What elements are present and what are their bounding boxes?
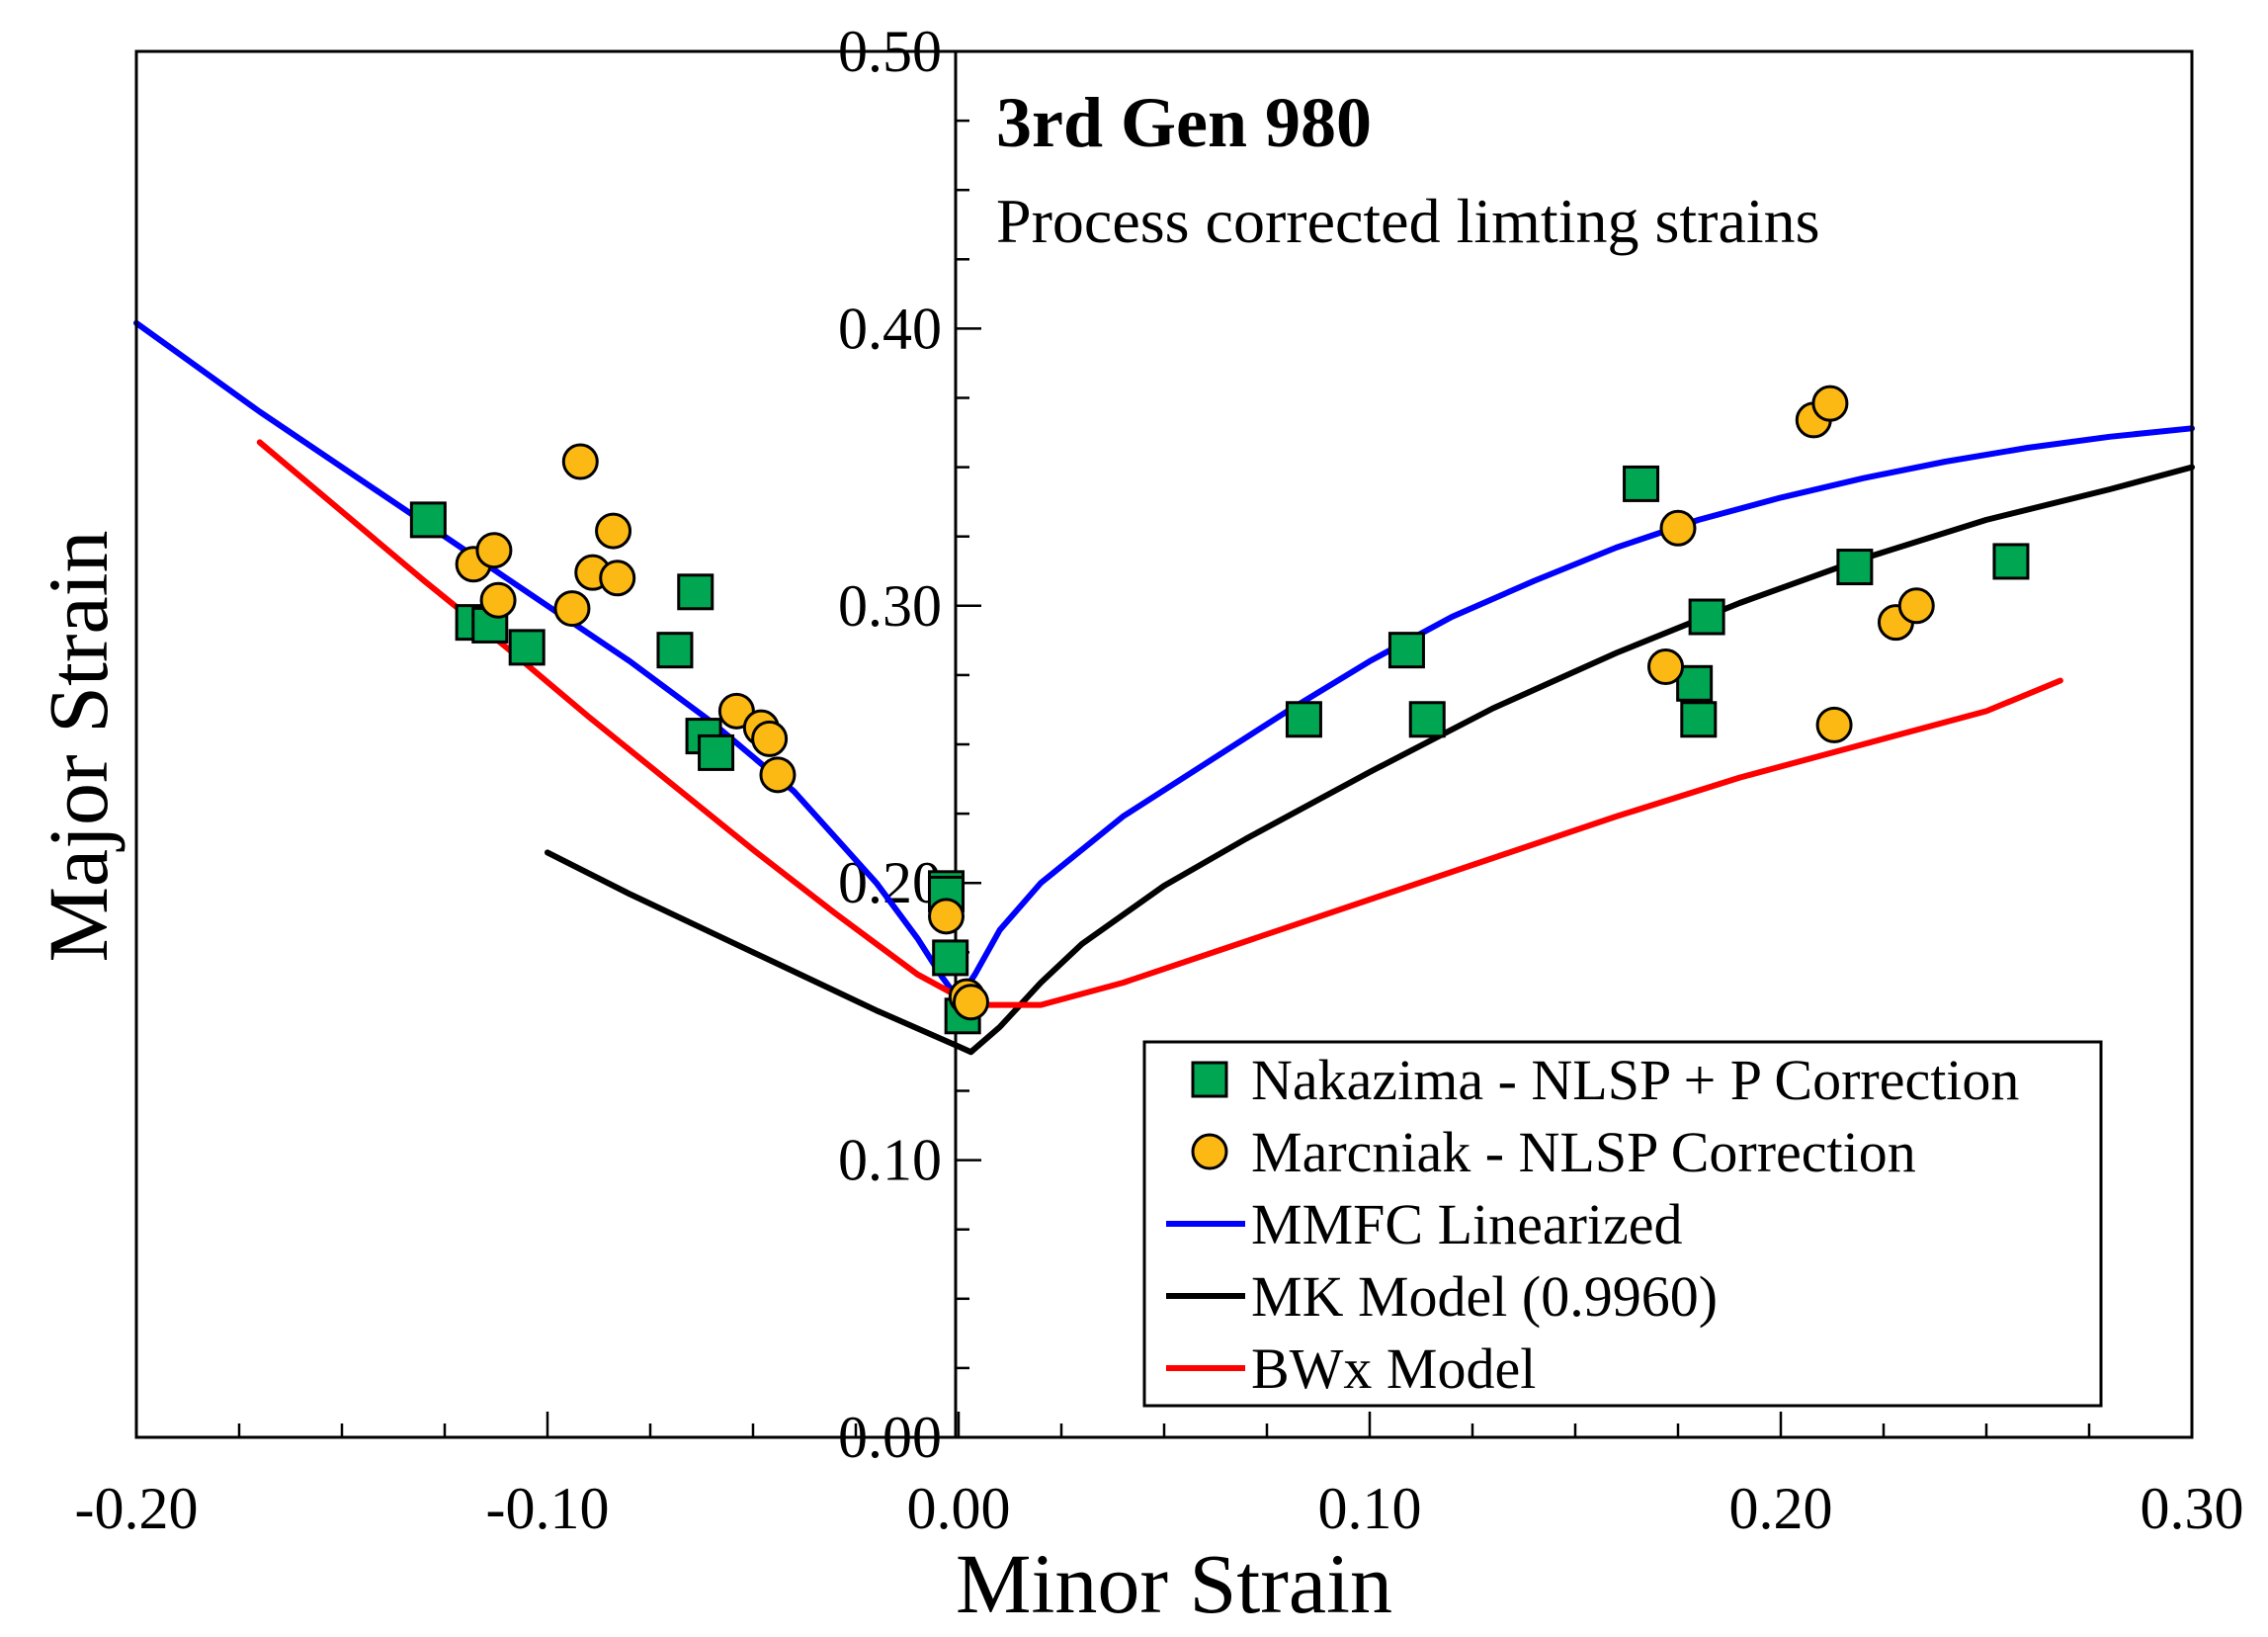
- series-markers: [409, 385, 2030, 1035]
- nakazima-point: [932, 939, 969, 977]
- nakazima-point: [1387, 632, 1425, 669]
- nakazima-point: [698, 733, 735, 771]
- legend: Nakazima - NLSP + P Correction Marcniak -…: [1142, 1040, 2103, 1408]
- nakazima-point: [1992, 543, 2030, 580]
- y-tick-label: 0.10: [838, 1128, 942, 1193]
- x-tick-label: 0.10: [1318, 1476, 1422, 1541]
- marcniak-point: [595, 512, 632, 550]
- legend-label: Marcniak - NLSP Correction: [1251, 1120, 1916, 1184]
- chart-title: 3rd Gen 980: [996, 83, 1372, 162]
- x-axis-title: Minor Strain: [956, 1536, 1392, 1631]
- marcniak-point: [479, 581, 517, 619]
- x-tick-label: 0.30: [2141, 1476, 2244, 1541]
- marcniak-point: [1897, 587, 1935, 625]
- nakazima-point: [1623, 465, 1660, 502]
- marcniak-point: [1811, 385, 1849, 422]
- x-tick-label: 0.20: [1729, 1476, 1833, 1541]
- marcniak-point: [751, 720, 789, 757]
- marcniak-point: [928, 898, 966, 935]
- nakazima-point: [1836, 549, 1874, 586]
- marcniak-point: [561, 443, 599, 480]
- nakazima-point: [677, 573, 714, 611]
- nakazima-point: [409, 501, 447, 539]
- plot-frame: [134, 49, 2194, 1439]
- x-tick-label: -0.10: [486, 1476, 610, 1541]
- marcniak-point: [1659, 509, 1697, 547]
- chart-subtitle: Process corrected limting strains: [996, 186, 1820, 256]
- nakazima-point: [1285, 701, 1322, 738]
- marcniak-point: [553, 590, 591, 628]
- x-tick-label: -0.20: [75, 1476, 199, 1541]
- marcniak-point: [1647, 647, 1685, 685]
- legend-label: MMFC Linearized: [1251, 1192, 1683, 1256]
- nakazima-point: [1676, 664, 1714, 702]
- legend-box: [1142, 1040, 2103, 1408]
- nakazima-point: [508, 629, 546, 666]
- nakazima-point: [656, 632, 694, 669]
- legend-square-marker: [1191, 1061, 1228, 1098]
- legend-label: Nakazima - NLSP + P Correction: [1251, 1048, 2019, 1112]
- marcniak-point: [759, 756, 797, 794]
- marcniak-point: [952, 984, 989, 1021]
- marcniak-point: [599, 560, 636, 597]
- nakazima-point: [1688, 598, 1725, 636]
- legend-circle-marker: [1191, 1133, 1228, 1170]
- nakazima-point: [1680, 701, 1718, 738]
- marcniak-point: [475, 532, 513, 569]
- legend-label: BWx Model: [1251, 1336, 1536, 1401]
- legend-label: MK Model (0.9960): [1251, 1264, 1718, 1329]
- y-tick-label: 0.40: [838, 296, 942, 361]
- y-tick-label: 0.30: [838, 573, 942, 639]
- mmfc-linearized-line: [133, 319, 2195, 1002]
- y-axis-title: Major Strain: [31, 530, 126, 962]
- nakazima-point: [1408, 701, 1446, 738]
- marcniak-point: [1815, 706, 1853, 743]
- x-tick-label: 0.00: [907, 1476, 1011, 1541]
